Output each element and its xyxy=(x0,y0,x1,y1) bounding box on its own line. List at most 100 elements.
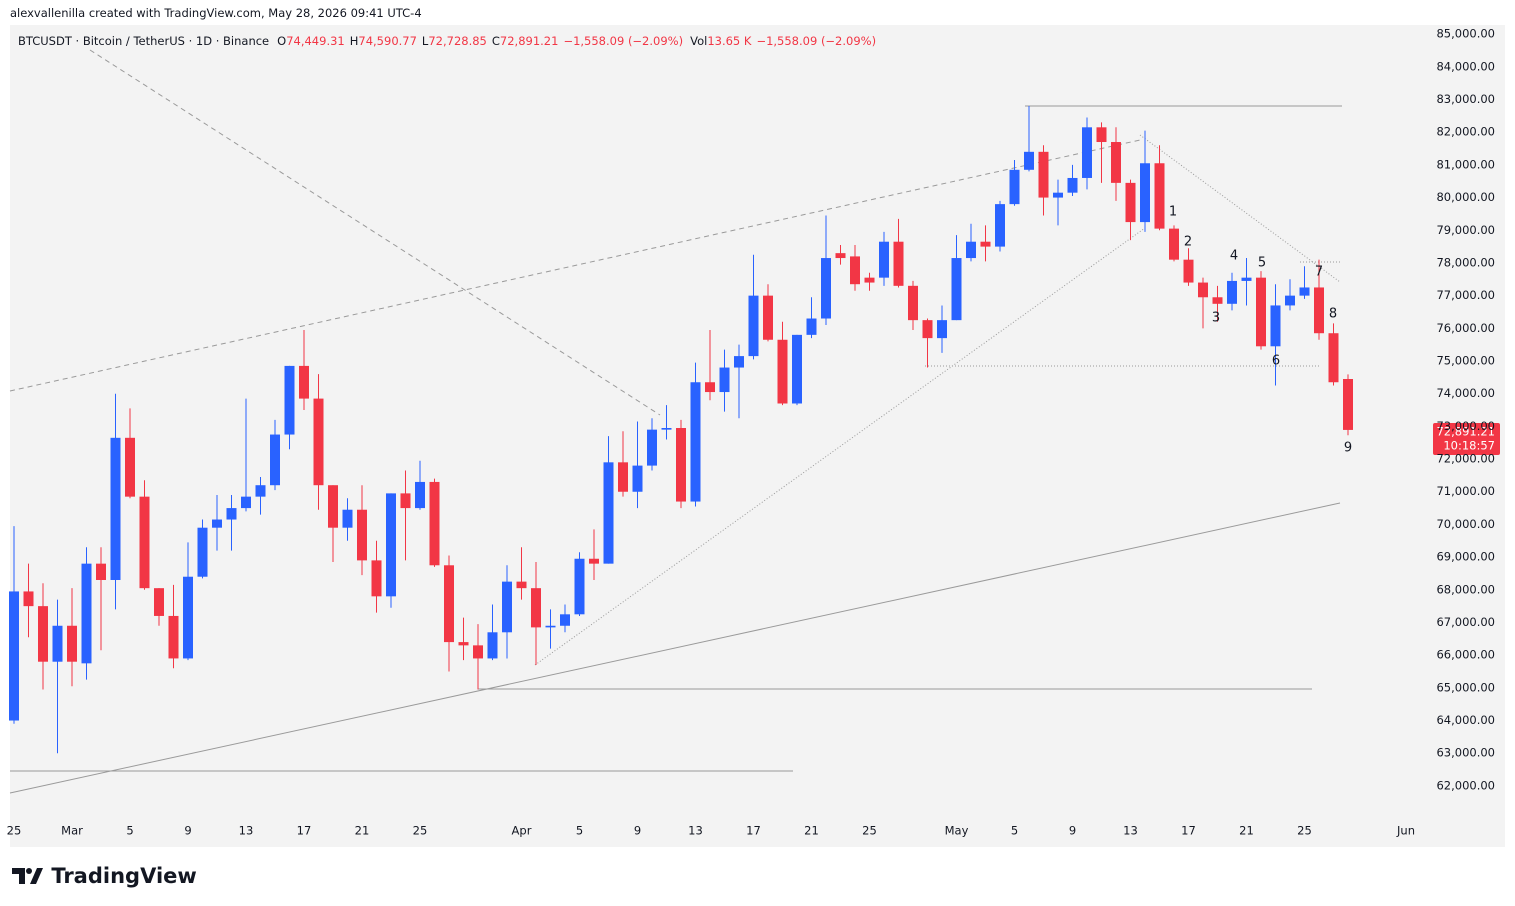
candle-body xyxy=(1053,192,1063,198)
candle-body xyxy=(357,509,367,561)
x-tick-label: 9 xyxy=(184,824,191,838)
candle-body xyxy=(183,576,193,659)
ohlc-value: 72,728.85 xyxy=(428,34,487,48)
candle-body xyxy=(516,581,527,589)
candle-body xyxy=(67,625,77,662)
candle-body xyxy=(226,508,237,520)
change: −1,558.09 (−2.09%) xyxy=(563,34,684,48)
candle-body xyxy=(1154,163,1165,229)
candle-body xyxy=(603,462,614,564)
y-tick-label: 74,000.00 xyxy=(1436,386,1495,400)
candle-body xyxy=(9,591,19,721)
annotation: 9 xyxy=(1344,441,1352,456)
y-tick-label: 80,000.00 xyxy=(1436,190,1495,204)
candle-body xyxy=(1343,379,1353,430)
drawings xyxy=(9,49,1342,794)
candle-body xyxy=(1169,228,1179,260)
candle-body xyxy=(1241,277,1252,281)
y-tick-label: 85,000.00 xyxy=(1436,27,1495,41)
candle-body xyxy=(81,563,92,664)
candle-body xyxy=(270,434,280,486)
candle-body xyxy=(284,365,295,435)
candle-body xyxy=(458,642,469,646)
candle-body xyxy=(52,625,63,662)
candle-body xyxy=(937,320,947,339)
candle-body xyxy=(922,320,933,339)
candle-body xyxy=(386,493,396,597)
candle-body xyxy=(1314,287,1324,334)
candle-body xyxy=(1038,151,1049,198)
candle-body xyxy=(473,645,483,659)
annotation: 2 xyxy=(1184,235,1192,250)
candle-body xyxy=(328,485,338,528)
volume-key: Vol xyxy=(690,34,708,48)
candle-body xyxy=(299,365,309,399)
y-tick-label: 69,000.00 xyxy=(1436,550,1495,564)
candle-body xyxy=(995,204,1005,247)
candle-body xyxy=(1227,280,1237,304)
x-tick-label: 25 xyxy=(1297,824,1312,838)
x-tick-label: 21 xyxy=(1239,824,1254,838)
x-tick-label: 17 xyxy=(1181,824,1196,838)
y-tick-label: 63,000.00 xyxy=(1436,746,1495,760)
candle-body xyxy=(1082,127,1092,178)
candle-body xyxy=(850,256,860,285)
trend-line xyxy=(9,139,1141,392)
x-tick-label: 13 xyxy=(1123,824,1138,838)
candle-body xyxy=(951,258,962,321)
y-tick-label: 68,000.00 xyxy=(1436,582,1495,596)
y-tick-label: 76,000.00 xyxy=(1436,321,1495,335)
ohlc-value: 74,449.31 xyxy=(286,34,345,48)
header: alexvallenilla created with TradingView.… xyxy=(10,6,422,20)
candle-body xyxy=(139,496,150,589)
logo-text: TradingView xyxy=(51,864,197,888)
y-tick-label: 79,000.00 xyxy=(1436,223,1495,237)
candle-body xyxy=(705,382,715,393)
candle-body xyxy=(835,253,846,259)
y-tick-label: 71,000.00 xyxy=(1436,484,1495,498)
y-tick-label: 70,000.00 xyxy=(1436,517,1495,531)
candle-body xyxy=(1024,151,1034,170)
legend: BTCUSDT · Bitcoin / TetherUS · 1D · Bina… xyxy=(18,34,881,48)
x-tick-label: Apr xyxy=(512,824,532,838)
annotation: 8 xyxy=(1329,307,1337,322)
x-tick-label: May xyxy=(945,824,969,838)
x-tick-label: 25 xyxy=(862,824,877,838)
candle-body xyxy=(1285,295,1295,306)
candle-body xyxy=(806,318,817,335)
trend-line xyxy=(534,227,1146,666)
y-tick-label: 82,000.00 xyxy=(1436,125,1495,139)
x-tick-label: Mar xyxy=(61,824,83,838)
chart-background xyxy=(10,25,1505,847)
candle-body xyxy=(734,356,744,368)
candle-body xyxy=(1328,333,1339,383)
candle-body xyxy=(632,465,643,492)
series xyxy=(9,106,1353,754)
candle-body xyxy=(560,614,570,626)
candle-body xyxy=(1009,169,1020,205)
annotation: 6 xyxy=(1272,354,1280,369)
candle-body xyxy=(980,241,991,247)
candle-body xyxy=(1198,282,1208,298)
candle-body xyxy=(589,558,599,564)
candle-body xyxy=(763,295,773,340)
candle-body xyxy=(618,462,628,492)
candle-body xyxy=(676,428,686,502)
x-tick-label: 9 xyxy=(634,824,641,838)
candle-body xyxy=(125,437,135,497)
x-tick-label: 21 xyxy=(804,824,819,838)
x-tick-label: 25 xyxy=(413,824,428,838)
candle-body xyxy=(908,285,918,321)
candle-body xyxy=(429,481,440,566)
candle-body xyxy=(110,437,121,580)
x-tick-label: 9 xyxy=(1069,824,1076,838)
candle-body xyxy=(690,382,701,502)
y-tick-label: 66,000.00 xyxy=(1436,648,1495,662)
candle-body xyxy=(545,625,556,628)
candle-body xyxy=(23,591,34,607)
y-tick-label: 72,000.00 xyxy=(1436,452,1495,466)
x-tick-label: 13 xyxy=(688,824,703,838)
candle-body xyxy=(1299,287,1310,296)
candle-body xyxy=(212,519,222,528)
candle-body xyxy=(1256,277,1266,347)
